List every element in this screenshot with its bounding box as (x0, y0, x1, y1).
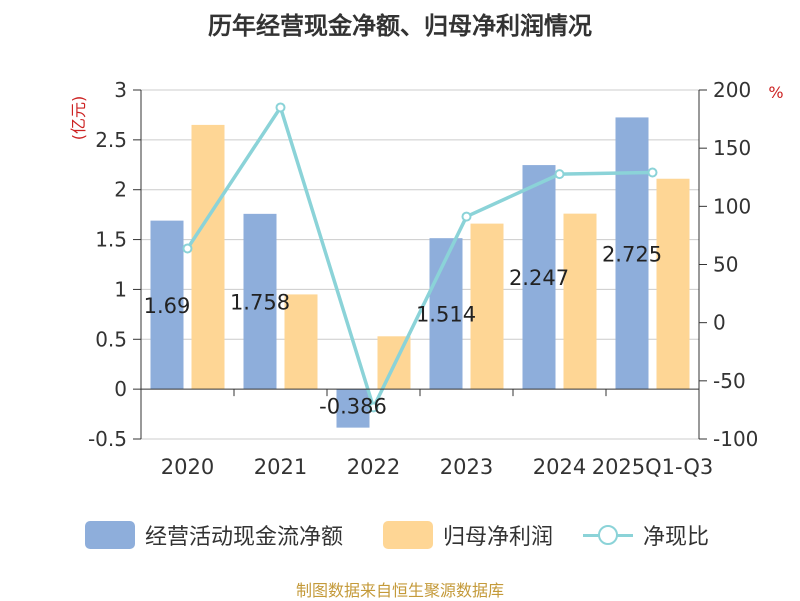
bar-netprofit (284, 294, 318, 390)
y-left-tick-label: 1.5 (95, 228, 127, 252)
bar-cashflow (150, 220, 184, 390)
data-label-cashflow: 1.69 (144, 294, 191, 318)
y-right-tick-label: 0 (713, 311, 726, 335)
y-left-tick-label: 2 (114, 178, 127, 202)
y-left-tick-label: 1 (114, 277, 127, 301)
legend-swatch-cashflow (85, 521, 135, 549)
source-footer: 制图数据来自恒生聚源数据库 (295, 581, 504, 600)
x-tick-label: 2021 (254, 455, 307, 479)
y-right-tick-label: -50 (713, 369, 746, 393)
data-label-cashflow: -0.386 (319, 395, 387, 419)
grid-layer (141, 89, 699, 440)
y-right-tick-label: 100 (713, 194, 751, 218)
y-right-tick-label: -100 (713, 427, 758, 451)
bar-cashflow (336, 389, 370, 428)
y-right-tick-label: 200 (713, 78, 751, 102)
x-tick-label: 2022 (347, 455, 400, 479)
x-tick-label: 2020 (161, 455, 214, 479)
line-ratio (186, 105, 653, 410)
y-left-tick-label: 0 (114, 377, 127, 401)
y-left-axis-label: (亿元) (69, 96, 88, 141)
bar-cashflow (522, 165, 556, 390)
legend-item-cashflow[interactable]: 经营活动现金流净额 (85, 517, 343, 553)
x-tick-label: 2025Q1-Q3 (592, 455, 714, 479)
bar-netprofit (470, 223, 504, 390)
point-ratio (182, 243, 193, 254)
y-left-tick-label: 2.5 (95, 128, 127, 152)
legend-item-ratio[interactable]: 净现比 (583, 517, 709, 553)
bar-cashflow (615, 117, 649, 390)
y-right-tick-label: 50 (713, 253, 738, 277)
y-left-tick-label: 0.5 (95, 327, 127, 351)
x-tick-label: 2024 (533, 455, 586, 479)
legend: 经营活动现金流净额 归母净利润 净现比 (0, 517, 800, 553)
bar-layer (150, 117, 690, 428)
x-tick-label: 2023 (440, 455, 493, 479)
bar-netprofit (191, 124, 225, 390)
y-left-tick-label: 3 (114, 78, 127, 102)
data-label-cashflow: 2.725 (602, 242, 662, 266)
chart-title: 历年经营现金净额、归母净利润情况 (208, 12, 592, 40)
bar-cashflow (429, 238, 463, 390)
bar-netprofit (656, 178, 690, 390)
legend-line-ratio-icon (583, 521, 633, 549)
y-right-tick-label: 150 (713, 136, 751, 160)
point-ratio (368, 402, 379, 413)
point-ratio (647, 167, 658, 178)
label-layer: 1.69 1.758 -0.386 1.514 2.247 2.725 (144, 242, 662, 418)
point-ratio (461, 211, 472, 222)
legend-label-ratio: 净现比 (643, 525, 710, 550)
bar-netprofit (563, 213, 597, 390)
line-layer (182, 102, 658, 413)
data-label-cashflow: 1.758 (230, 290, 290, 314)
axis-layer: -0.5 0 0.5 1 1.5 2 2.5 3 -100 -50 0 50 100 150 200 (亿元)… (69, 78, 784, 479)
point-ratio (554, 169, 565, 180)
point-ratio (275, 102, 286, 113)
legend-swatch-netprofit (383, 521, 433, 549)
bar-cashflow (243, 213, 277, 390)
legend-label-netprofit: 归母净利润 (443, 525, 554, 550)
legend-item-netprofit[interactable]: 归母净利润 (383, 517, 553, 553)
y-right-axis-label: % (768, 83, 783, 102)
data-label-cashflow: 1.514 (416, 303, 476, 327)
data-label-cashflow: 2.247 (509, 266, 569, 290)
y-left-tick-label: -0.5 (88, 427, 127, 451)
legend-label-cashflow: 经营活动现金流净额 (145, 525, 344, 550)
